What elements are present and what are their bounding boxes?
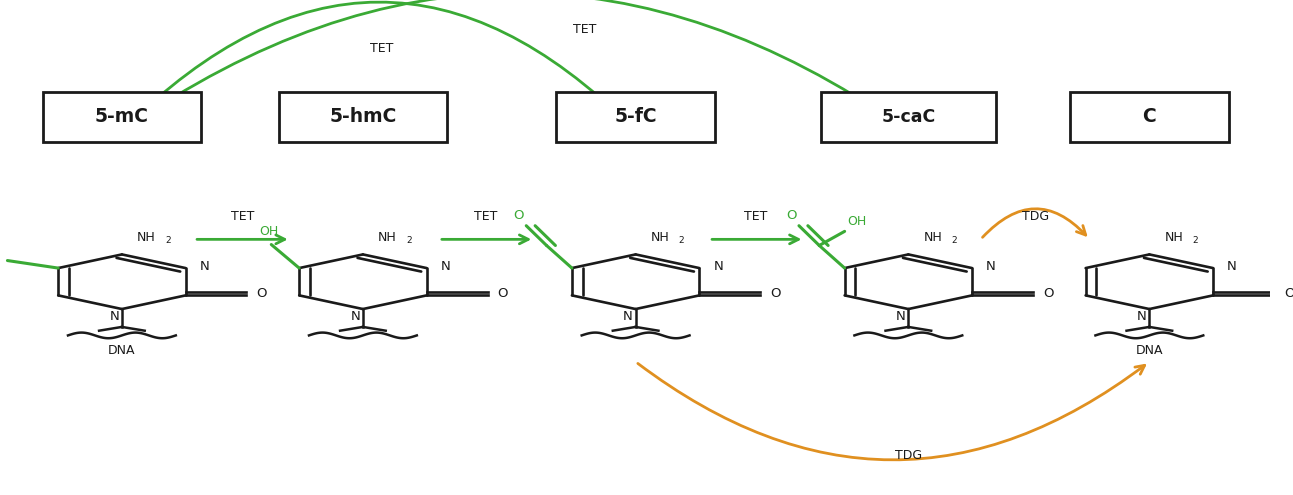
Text: NH: NH xyxy=(923,231,943,244)
Text: O: O xyxy=(498,287,508,300)
Text: N: N xyxy=(896,310,905,323)
Text: N: N xyxy=(441,260,450,273)
FancyBboxPatch shape xyxy=(279,92,446,142)
Text: NH: NH xyxy=(1165,231,1183,244)
Text: O: O xyxy=(256,287,268,300)
Text: N: N xyxy=(110,310,119,323)
FancyBboxPatch shape xyxy=(43,92,202,142)
Text: DNA: DNA xyxy=(1135,344,1164,357)
Text: C: C xyxy=(1143,107,1156,126)
Text: TDG: TDG xyxy=(1021,210,1049,223)
Text: 5-hmC: 5-hmC xyxy=(330,107,397,126)
Text: TET: TET xyxy=(745,210,768,223)
Text: TDG: TDG xyxy=(895,449,922,462)
Text: N: N xyxy=(1137,310,1147,323)
Text: O: O xyxy=(1043,287,1054,300)
Text: N: N xyxy=(199,260,209,273)
Text: 2: 2 xyxy=(406,236,411,245)
Text: N: N xyxy=(1227,260,1237,273)
Text: N: N xyxy=(987,260,996,273)
Text: 2: 2 xyxy=(952,236,957,245)
Text: TET: TET xyxy=(475,210,498,223)
FancyBboxPatch shape xyxy=(821,92,996,142)
Text: 2: 2 xyxy=(679,236,684,245)
Text: TET: TET xyxy=(573,23,596,36)
Text: 5-caC: 5-caC xyxy=(882,108,935,126)
Text: N: N xyxy=(350,310,361,323)
Text: 5-fC: 5-fC xyxy=(614,107,657,126)
Text: N: N xyxy=(623,310,632,323)
Text: O: O xyxy=(513,209,524,222)
Text: 2: 2 xyxy=(166,236,171,245)
Text: O: O xyxy=(771,287,781,300)
Text: NH: NH xyxy=(137,231,156,244)
Text: O: O xyxy=(786,209,796,222)
Text: TET: TET xyxy=(370,42,393,55)
Text: O: O xyxy=(1284,287,1293,300)
Text: NH: NH xyxy=(378,231,397,244)
Text: TET: TET xyxy=(230,210,255,223)
Text: OH: OH xyxy=(259,225,278,238)
Text: DNA: DNA xyxy=(109,344,136,357)
Text: 2: 2 xyxy=(1192,236,1199,245)
Text: OH: OH xyxy=(847,215,866,228)
FancyBboxPatch shape xyxy=(1071,92,1228,142)
Text: 5-mC: 5-mC xyxy=(94,107,149,126)
FancyBboxPatch shape xyxy=(556,92,715,142)
Text: NH: NH xyxy=(650,231,670,244)
Text: N: N xyxy=(714,260,723,273)
